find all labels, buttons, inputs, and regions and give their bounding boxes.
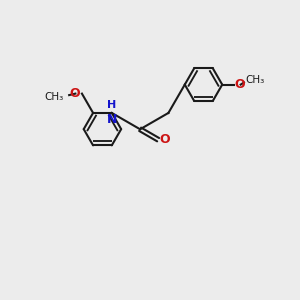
Text: O: O	[70, 87, 80, 100]
Text: CH₃: CH₃	[45, 92, 64, 102]
Text: H: H	[107, 100, 116, 110]
Text: O: O	[234, 78, 245, 91]
Text: CH₃: CH₃	[245, 75, 265, 85]
Text: O: O	[160, 133, 170, 146]
Text: N: N	[106, 113, 117, 126]
